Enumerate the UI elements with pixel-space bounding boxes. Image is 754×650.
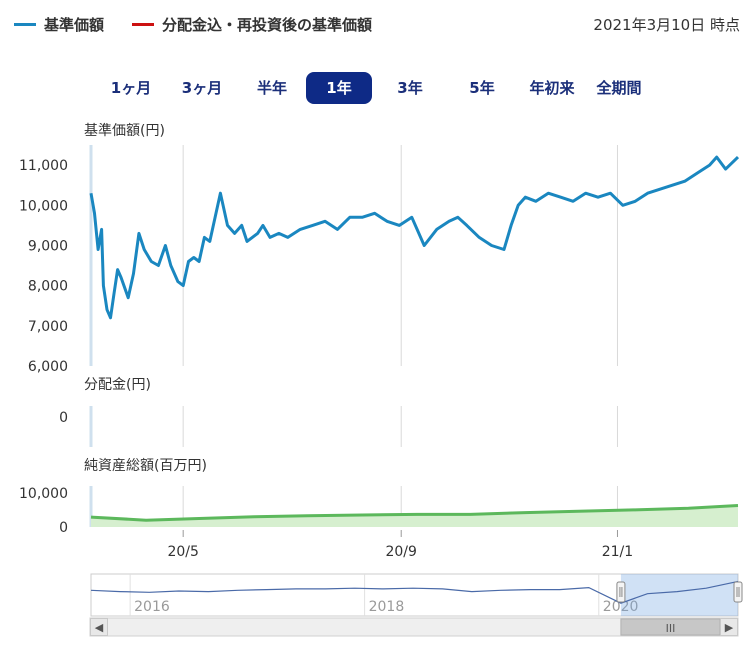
tab-3-years[interactable]: 3年: [397, 79, 423, 97]
x-tick-label: 20/5: [167, 544, 198, 560]
price-y-tick-label: 9,000: [28, 238, 68, 254]
navigator-left-handle[interactable]: [616, 581, 626, 603]
x-tick-label: 21/1: [602, 544, 633, 560]
legend-label-nav: 基準価額: [44, 16, 105, 34]
distribution-axis-title: 分配金(円): [84, 377, 151, 393]
price-y-tick-label: 6,000: [28, 359, 68, 375]
price-axis-title: 基準価額(円): [84, 122, 165, 139]
tab-half-year[interactable]: 半年: [256, 79, 287, 97]
x-tick-label: 20/9: [385, 544, 416, 560]
net-assets-line: [90, 504, 739, 522]
scroll-right-button[interactable]: ▶: [720, 618, 738, 636]
tab-all[interactable]: 全期間: [596, 79, 642, 97]
tab-3-months[interactable]: 3ヶ月: [181, 79, 223, 97]
legend-item-reinvested[interactable]: 分配金込・再投資後の基準価額: [132, 14, 372, 35]
distribution-y-tick-label: 0: [59, 410, 68, 426]
legend-swatch-reinvested: [132, 23, 155, 26]
navigator-selected-range[interactable]: [620, 574, 738, 616]
period-tabs: 1ヶ月 3ヶ月 半年 1年 3年 5年 年初来 全期間: [96, 72, 650, 104]
navigator-year-label: 2020: [603, 599, 639, 615]
navigator-line: [90, 580, 739, 604]
navigator-year-label: 2018: [369, 599, 405, 615]
net-assets-y-tick-label: 10,000: [19, 486, 68, 502]
navigator-frame: [90, 573, 739, 617]
net-assets-axis-title: 純資産総額(百万円): [84, 458, 207, 474]
tab-5-years[interactable]: 5年: [469, 79, 495, 97]
scroll-left-button[interactable]: ◀: [90, 618, 108, 636]
net-assets-area: [91, 505, 738, 527]
legend-label-reinvested: 分配金込・再投資後の基準価額: [162, 16, 373, 34]
legend-swatch-nav: [14, 23, 36, 26]
legend-item-nav[interactable]: 基準価額: [14, 14, 104, 35]
price-y-tick-label: 10,000: [19, 198, 68, 214]
tab-1-year[interactable]: 1年: [306, 72, 372, 104]
navigator-year-label: 2016: [134, 599, 170, 615]
price-y-tick-label: 7,000: [28, 319, 68, 335]
scrollbar-thumb-grip: III: [666, 622, 676, 635]
tab-ytd[interactable]: 年初来: [529, 79, 575, 97]
navigator-right-handle[interactable]: [733, 581, 743, 603]
as-of-date: 2021年3月10日 時点: [593, 16, 740, 34]
tab-1-month[interactable]: 1ヶ月: [110, 79, 152, 97]
net-assets-y-tick-label: 0: [59, 520, 68, 536]
price-y-tick-label: 11,000: [19, 158, 68, 174]
price-y-tick-label: 8,000: [28, 279, 68, 295]
legend: 基準価額 分配金込・再投資後の基準価額: [14, 14, 372, 35]
price-line: [89, 155, 740, 320]
